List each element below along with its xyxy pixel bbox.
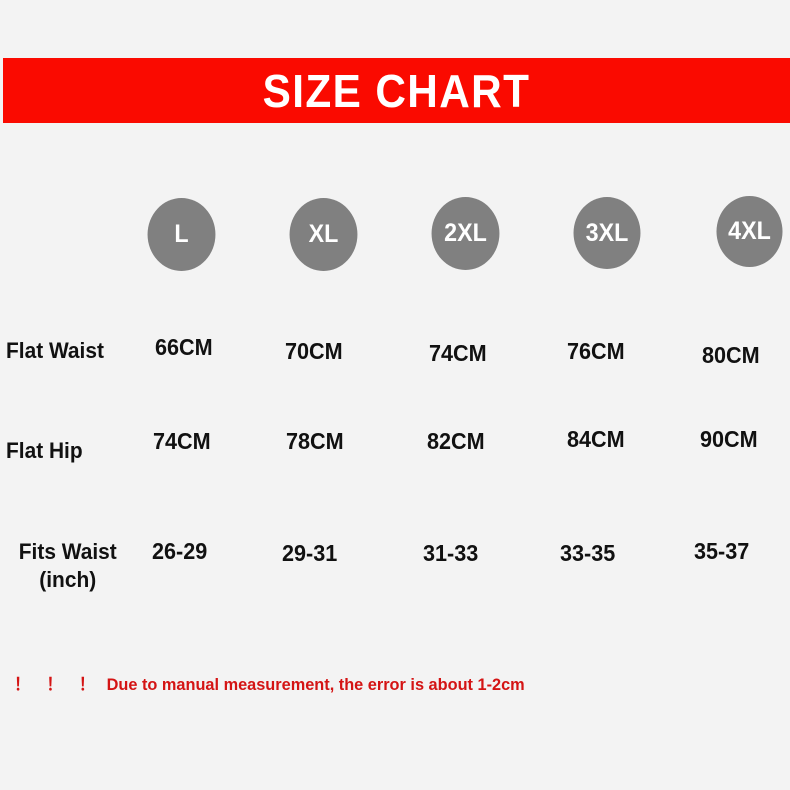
warning-marks: ！ ！ ！ xyxy=(14,675,101,694)
cell-flat-hip-xl: 78CM xyxy=(286,428,344,454)
title-banner: SIZE CHART xyxy=(3,58,790,123)
size-circle-label: 3XL xyxy=(585,218,629,247)
size-circle-label: 4XL xyxy=(728,217,771,245)
cell-fits-waist-l: 26-29 xyxy=(152,538,208,564)
cell-flat-waist-4xl: 80CM xyxy=(702,342,760,368)
cell-flat-waist-2xl: 74CM xyxy=(429,340,487,366)
cell-flat-hip-4xl: 90CM xyxy=(700,426,758,452)
cell-flat-hip-2xl: 82CM xyxy=(427,428,485,454)
size-circle-3xl: 3XL xyxy=(573,197,641,269)
row-label-fits-waist-main: Fits Waist xyxy=(18,539,117,564)
page-title: SIZE CHART xyxy=(262,64,531,117)
disclaimer-text: Due to manual measurement, the error is … xyxy=(106,675,525,694)
cell-fits-waist-4xl: 35-37 xyxy=(694,538,750,564)
size-circle-label: L xyxy=(174,220,189,248)
cell-flat-hip-l: 74CM xyxy=(153,428,211,454)
size-circle-label: 2XL xyxy=(444,219,487,247)
measurement-disclaimer: ！ ！ ！ Due to manual measurement, the erro… xyxy=(14,670,525,695)
size-circle-2xl: 2XL xyxy=(431,197,500,270)
row-label-fits-waist: Fits Waist (inch) xyxy=(6,538,130,594)
cell-flat-waist-3xl: 76CM xyxy=(567,338,625,364)
cell-flat-hip-3xl: 84CM xyxy=(567,426,625,452)
cell-fits-waist-2xl: 31-33 xyxy=(423,540,479,566)
size-circle-label: XL xyxy=(308,220,339,248)
cell-flat-waist-xl: 70CM xyxy=(285,338,343,364)
size-circle-xl: XL xyxy=(289,198,358,271)
size-circle-l: L xyxy=(147,198,216,271)
cell-fits-waist-3xl: 33-35 xyxy=(560,540,616,566)
row-label-fits-waist-unit: (inch) xyxy=(39,567,97,592)
size-circle-4xl: 4XL xyxy=(716,196,783,267)
cell-flat-waist-l: 66CM xyxy=(155,334,213,360)
cell-fits-waist-xl: 29-31 xyxy=(282,540,338,566)
row-label-flat-hip: Flat Hip xyxy=(6,438,83,463)
row-label-flat-waist: Flat Waist xyxy=(6,338,104,363)
